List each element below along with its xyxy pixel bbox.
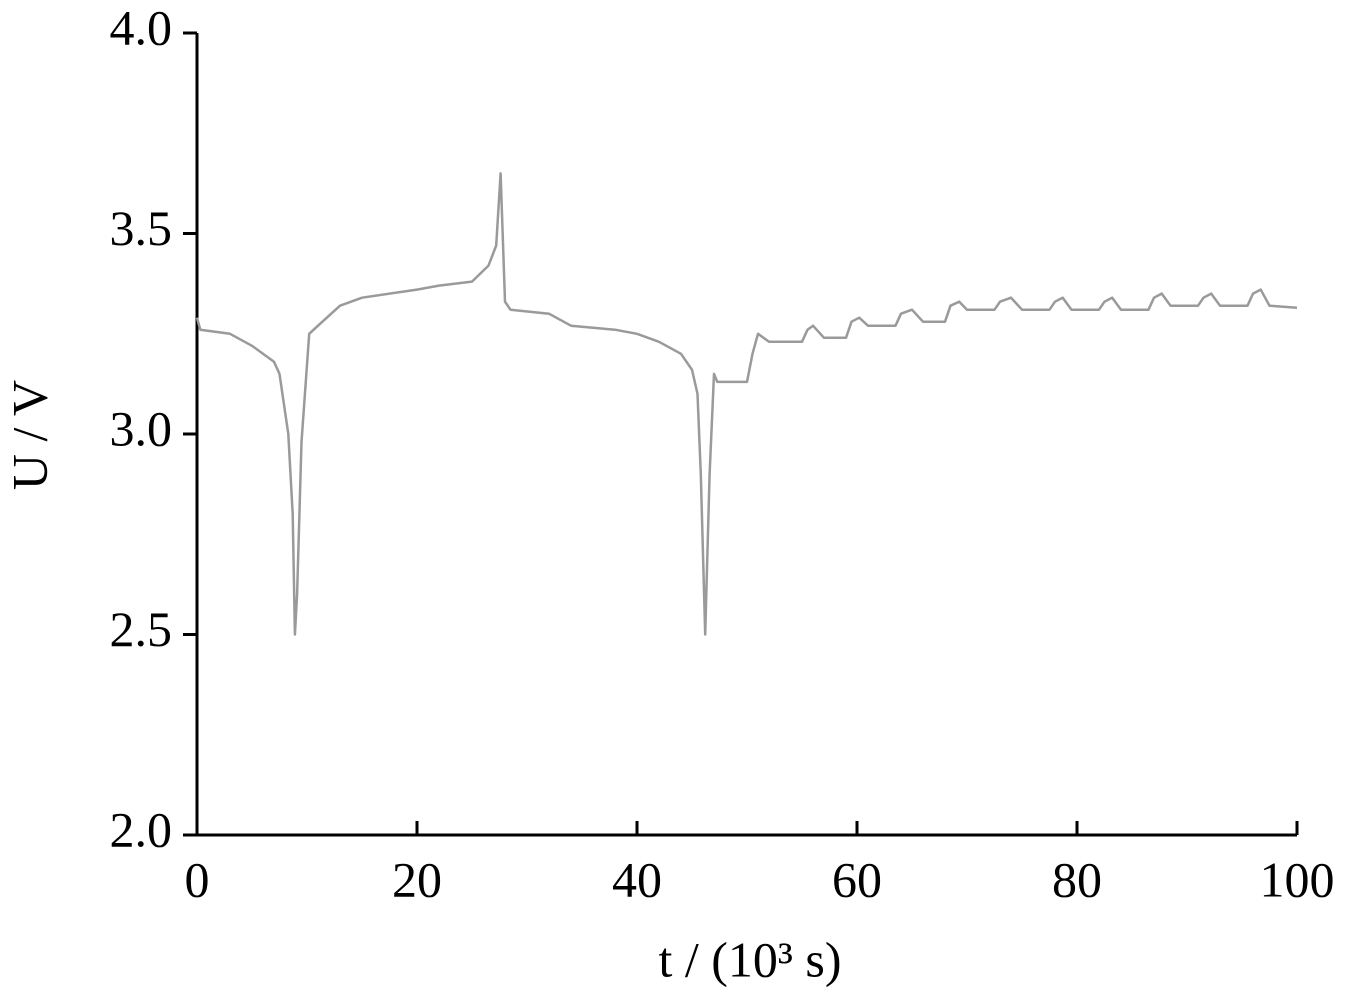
x-tick-label: 20 bbox=[392, 851, 442, 907]
y-axis-title: U / V bbox=[1, 380, 57, 490]
x-tick-label: 40 bbox=[612, 851, 662, 907]
x-tick-label: 0 bbox=[185, 851, 210, 907]
y-tick-label: 4.0 bbox=[110, 0, 173, 55]
x-tick-label: 80 bbox=[1052, 851, 1102, 907]
data-line bbox=[195, 172, 1298, 636]
x-tick-label: 60 bbox=[832, 851, 882, 907]
y-tick-label: 2.5 bbox=[110, 601, 173, 657]
y-tick-label: 2.0 bbox=[110, 801, 173, 857]
x-tick-label: 100 bbox=[1260, 851, 1335, 907]
y-tick-label: 3.5 bbox=[110, 200, 173, 256]
y-tick-label: 3.0 bbox=[110, 400, 173, 456]
x-axis-title: t / (10³ s) bbox=[658, 931, 841, 987]
